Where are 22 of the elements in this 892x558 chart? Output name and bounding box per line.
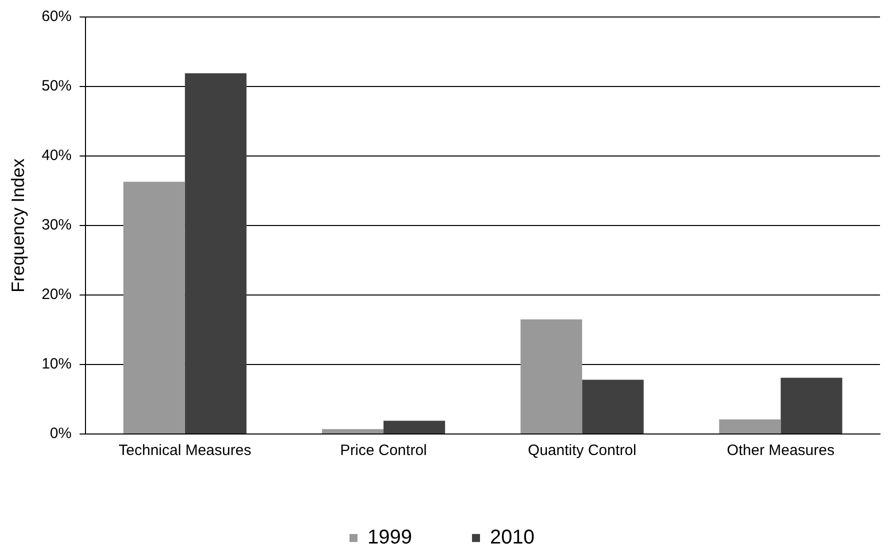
x-tick-label: Price Control: [340, 442, 427, 460]
bar: [780, 378, 842, 434]
y-tick-label: 20%: [42, 286, 72, 304]
y-tick-label: 10%: [42, 356, 72, 373]
legend-label: 1999: [368, 526, 412, 549]
bar: [520, 319, 582, 434]
bar: [123, 182, 185, 434]
x-tick-label: Quantity Control: [528, 442, 636, 460]
y-tick-label: 40%: [42, 147, 72, 164]
bar: [322, 429, 384, 434]
y-tick-label: 50%: [42, 78, 72, 95]
bar: [384, 420, 446, 434]
x-tick-label: Technical Measures: [118, 442, 252, 460]
y-tick-label: 0%: [50, 425, 72, 442]
y-tick-label: 30%: [42, 216, 72, 234]
y-tick-label: 60%: [42, 8, 72, 26]
bar: [582, 380, 644, 434]
x-tick-label: Other Measures: [726, 442, 834, 460]
bar: [184, 73, 246, 434]
y-axis-title: Frequency Index: [8, 158, 28, 293]
bar: [719, 419, 781, 434]
legend-label: 2010: [490, 526, 534, 549]
